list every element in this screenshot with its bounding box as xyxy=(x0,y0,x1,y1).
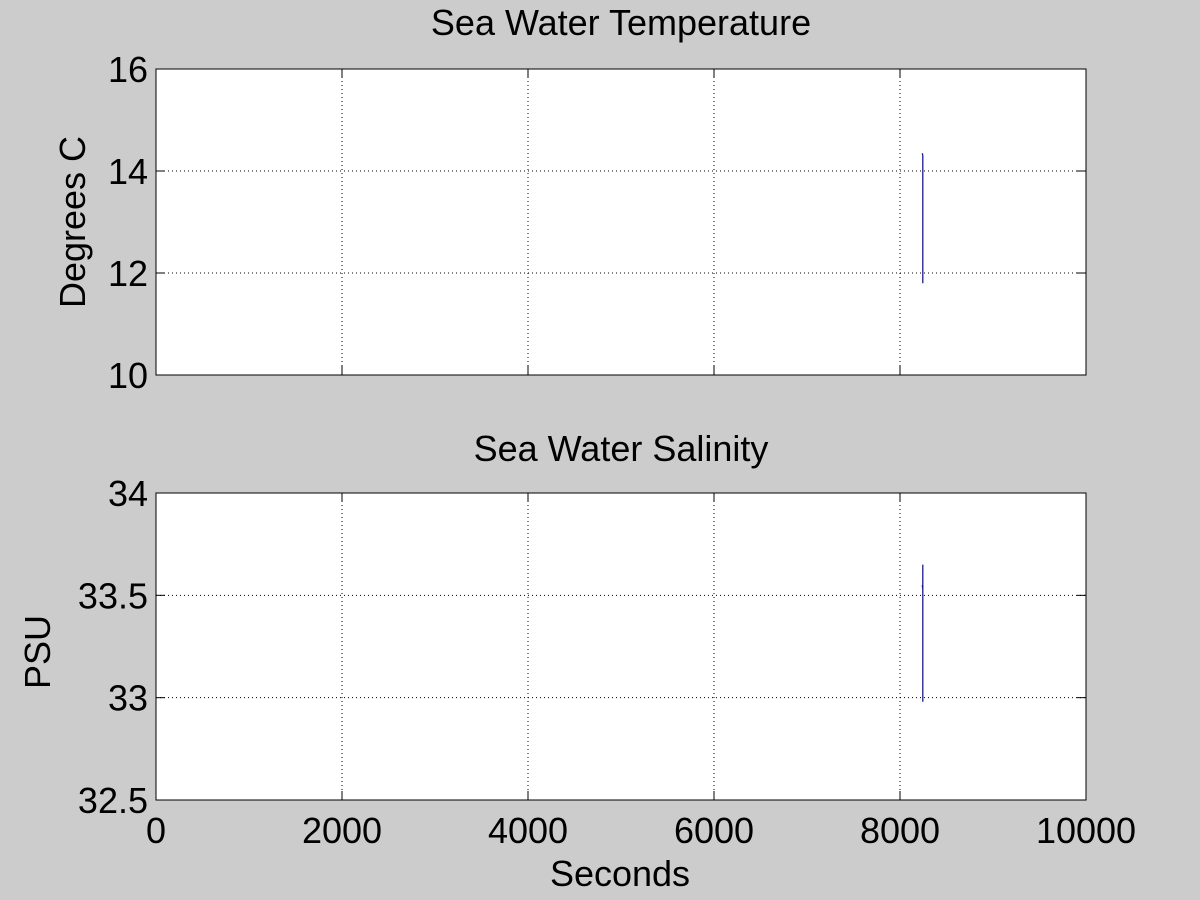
salinity-line xyxy=(921,564,924,702)
y-tick-label: 33.5 xyxy=(78,575,148,616)
salinity-y-label: PSU xyxy=(17,615,58,689)
y-tick-label: 14 xyxy=(108,151,148,192)
x-tick-label: 8000 xyxy=(860,810,940,851)
x-axis-label: Seconds xyxy=(550,853,690,894)
salinity-plot-area xyxy=(155,492,1087,801)
salinity-grid xyxy=(156,493,1086,800)
salinity-y-tick-labels: 32.5 33 33.5 34 xyxy=(78,473,148,821)
x-tick-label: 0 xyxy=(146,810,166,851)
y-tick-label: 33 xyxy=(108,678,148,719)
salinity-x-tick-labels: 0 2000 4000 6000 8000 10000 xyxy=(146,810,1136,851)
temperature-plot-area xyxy=(155,68,1087,376)
salinity-title: Sea Water Salinity xyxy=(474,428,769,469)
x-tick-label: 4000 xyxy=(488,810,568,851)
y-tick-label: 12 xyxy=(108,253,148,294)
y-tick-label: 16 xyxy=(108,49,148,90)
temperature-y-tick-labels: 10 12 14 16 xyxy=(108,49,148,396)
x-tick-label: 6000 xyxy=(674,810,754,851)
temperature-ticks xyxy=(155,68,1087,376)
y-tick-label: 32.5 xyxy=(78,780,148,821)
temperature-title: Sea Water Temperature xyxy=(431,2,811,43)
y-tick-label: 34 xyxy=(108,473,148,514)
x-tick-label: 10000 xyxy=(1036,810,1136,851)
temperature-line xyxy=(921,153,924,284)
salinity-axes: Sea Water Salinity 32.5 33 33.5 34 0 2000 400… xyxy=(17,428,1136,894)
temperature-axes: Sea Water Temperature 10 12 14 16 Degrees C xyxy=(52,2,1087,396)
x-tick-label: 2000 xyxy=(302,810,382,851)
salinity-ticks xyxy=(155,492,1087,801)
temperature-grid xyxy=(156,69,1086,375)
temperature-y-label: Degrees C xyxy=(52,136,93,308)
y-tick-label: 10 xyxy=(108,355,148,396)
